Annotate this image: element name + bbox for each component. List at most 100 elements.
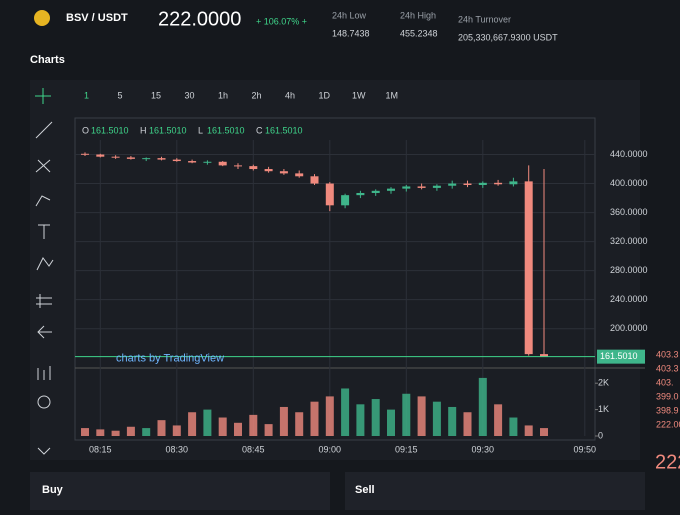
more-tool[interactable]: [37, 447, 51, 455]
ohlc-key: O: [82, 125, 89, 135]
volume-bar: [157, 420, 166, 436]
chart-frame: [74, 117, 596, 441]
volume-bar: [432, 401, 441, 436]
interval-button[interactable]: 30: [185, 90, 195, 100]
volume-bar: [142, 428, 151, 436]
interval-button[interactable]: 1: [84, 90, 89, 100]
candle-body: [463, 183, 472, 185]
ohlc-value: 161.5010: [265, 125, 303, 135]
volume-bar: [341, 388, 350, 436]
volume-bar: [203, 409, 212, 436]
candle-body: [81, 153, 89, 155]
interval-button[interactable]: 2h: [252, 90, 262, 100]
candle-body: [279, 171, 288, 174]
candle-body: [432, 185, 441, 188]
candle-body: [249, 166, 258, 170]
candle-body: [295, 173, 304, 177]
pair: BSV / USDT: [66, 12, 128, 24]
stat-value: 205,330,667.9300 USDT: [458, 32, 558, 42]
volume-bar: [310, 401, 319, 436]
y-tick-label: 400.0000: [610, 178, 648, 188]
interval-button[interactable]: 1D: [319, 90, 331, 100]
volume-bar: [279, 406, 288, 436]
stat-label: 24h High: [400, 10, 436, 20]
zoom-tool[interactable]: [37, 395, 51, 409]
last-trade: 222: [655, 451, 680, 473]
y-tick-label: 360.0000: [610, 207, 648, 217]
line-tool[interactable]: [35, 121, 53, 139]
volume-bar: [111, 430, 120, 436]
stat-value: 455.2348: [400, 28, 438, 38]
candle-body: [387, 188, 395, 191]
interval-button[interactable]: 5: [118, 90, 123, 100]
candle-body: [356, 192, 365, 196]
candle-body: [371, 190, 380, 193]
volume-bar: [478, 377, 487, 436]
volume-bar: [249, 414, 258, 436]
price: 222.0000: [158, 8, 241, 30]
volume-tick-label: 0: [598, 430, 603, 440]
volume-tick-label: 2K: [598, 378, 609, 388]
volume-bar: [402, 393, 411, 436]
volume-bar: [81, 428, 89, 436]
interval-button[interactable]: 15: [151, 90, 161, 100]
candle-body: [325, 183, 334, 206]
volume-bar: [295, 412, 304, 436]
pattern-tool[interactable]: [36, 257, 54, 271]
x-tick-label: 08:30: [166, 444, 189, 454]
x-tick-label: 09:15: [395, 444, 418, 454]
interval-button[interactable]: 1M: [386, 90, 399, 100]
order-book-price: 398.9: [656, 405, 679, 415]
x-tick-label: 09:00: [319, 444, 342, 454]
stat-label: 24h Turnover: [458, 14, 511, 24]
candle-body: [478, 182, 487, 185]
volume-bar: [218, 417, 227, 436]
y-tick-label: 280.0000: [610, 265, 648, 275]
indicator-tool[interactable]: [37, 366, 51, 380]
last-price-tag: [597, 349, 645, 364]
fib-tool[interactable]: [35, 159, 51, 173]
measure-tool[interactable]: [36, 294, 52, 308]
stat-label: 24h Low: [332, 10, 367, 20]
brush-tool[interactable]: [35, 195, 51, 207]
buy-tab[interactable]: Buy: [42, 484, 64, 496]
interval-button[interactable]: 1W: [352, 90, 366, 100]
volume-bar: [234, 422, 242, 436]
watermark: charts by TradingView: [116, 353, 224, 365]
candle-body: [310, 176, 319, 184]
candle-body: [203, 161, 212, 163]
interval-button[interactable]: 4h: [285, 90, 295, 100]
volume-bar: [494, 404, 503, 436]
candle-body: [509, 181, 518, 185]
candle-body: [172, 159, 181, 162]
candle-body: [126, 157, 135, 159]
y-tick-label: 240.0000: [610, 294, 648, 304]
candle-body: [417, 186, 426, 188]
volume-bar: [325, 396, 334, 436]
candle-body: [402, 186, 411, 189]
volume-bar: [417, 396, 426, 436]
sell-tab[interactable]: Sell: [355, 484, 375, 496]
interval-button[interactable]: 1h: [218, 90, 228, 100]
x-tick-label: 08:45: [242, 444, 265, 454]
order-book-price: 403.3: [656, 349, 679, 359]
ohlc-value: 161.5010: [207, 125, 245, 135]
coin-icon: [34, 10, 50, 26]
ohlc-key: H: [140, 125, 147, 135]
volume-bar: [509, 417, 518, 436]
candle-body: [234, 165, 242, 167]
back-tool[interactable]: [37, 325, 52, 339]
volume-bar: [188, 412, 197, 436]
volume-bar: [448, 406, 457, 436]
y-tick-label: 320.0000: [610, 236, 648, 246]
drawing-tools: [35, 88, 54, 455]
candle-body: [96, 154, 105, 157]
volume-tick-label: 1K: [598, 404, 609, 414]
y-tick-label: 200.0000: [610, 323, 648, 333]
volume-bar: [463, 412, 472, 436]
candle-body: [188, 161, 197, 163]
crosshair-tool[interactable]: [35, 88, 51, 104]
text-tool[interactable]: [38, 224, 50, 239]
